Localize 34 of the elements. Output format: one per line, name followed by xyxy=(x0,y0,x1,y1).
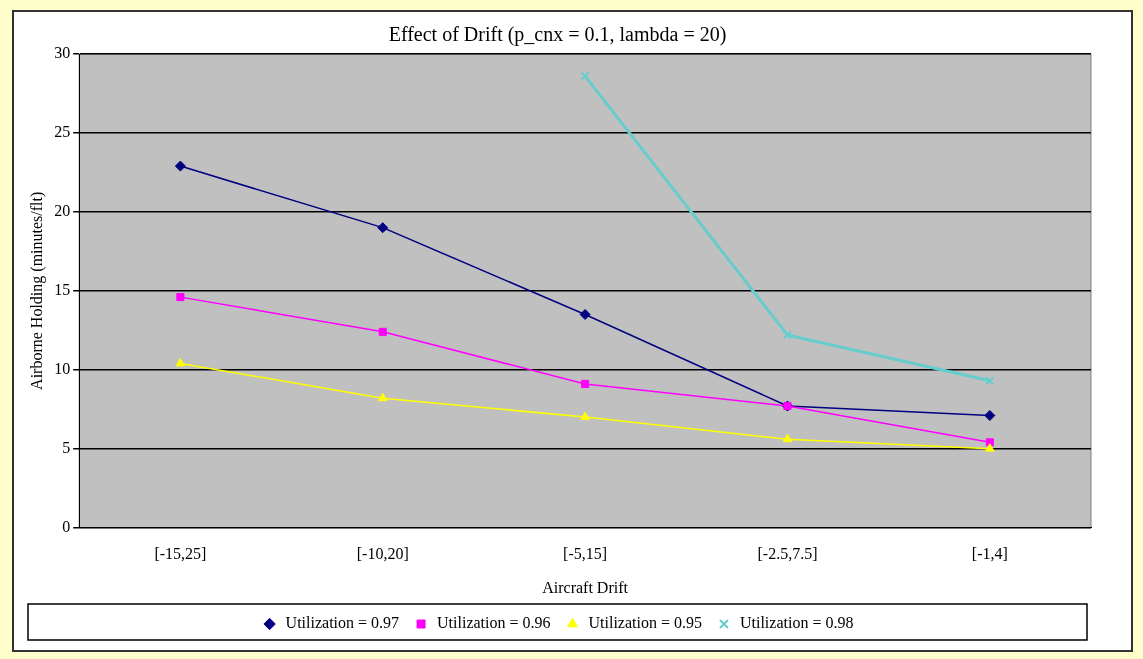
x-tick-label: [-1,4] xyxy=(971,545,1008,563)
y-tick-label: 15 xyxy=(54,281,71,298)
x-tick-label: [-2.5,7.5] xyxy=(757,545,818,563)
y-tick-label: 10 xyxy=(54,359,71,377)
x-tick-label: [-10,20] xyxy=(356,545,409,563)
y-tick-label: 5 xyxy=(62,438,71,456)
point xyxy=(175,357,186,367)
point xyxy=(984,443,995,452)
y-tick-label: 25 xyxy=(54,123,71,141)
point xyxy=(782,330,792,340)
legend-label: Utilization = 0.97 xyxy=(285,614,400,632)
point xyxy=(782,433,793,443)
chart-title: Effect of Drift (p_cnx = 0.1, lambda = 20) xyxy=(388,23,727,47)
point xyxy=(176,293,185,302)
y-axis-title: Airborne Holding (minutes/flt) xyxy=(27,191,46,390)
point xyxy=(581,379,590,388)
y-tick-label: 0 xyxy=(62,517,71,535)
point xyxy=(174,160,186,172)
legend-label: Utilization = 0.98 xyxy=(739,614,854,632)
point xyxy=(377,222,389,234)
legend-label: Utilization = 0.96 xyxy=(437,614,551,632)
point xyxy=(580,71,590,81)
legend-label: Utilization = 0.95 xyxy=(588,614,702,632)
point xyxy=(579,308,591,320)
x-tick-label: [-15,25] xyxy=(154,545,207,563)
y-tick-label: 30 xyxy=(54,44,71,62)
x-axis-title: Aircraft Drift xyxy=(542,578,629,596)
point xyxy=(985,376,995,386)
point xyxy=(580,411,590,421)
y-tick-label: 20 xyxy=(54,202,71,220)
x-tick-label: [-5,15] xyxy=(563,545,608,563)
point xyxy=(377,392,388,402)
point xyxy=(984,410,996,422)
point xyxy=(378,327,387,336)
